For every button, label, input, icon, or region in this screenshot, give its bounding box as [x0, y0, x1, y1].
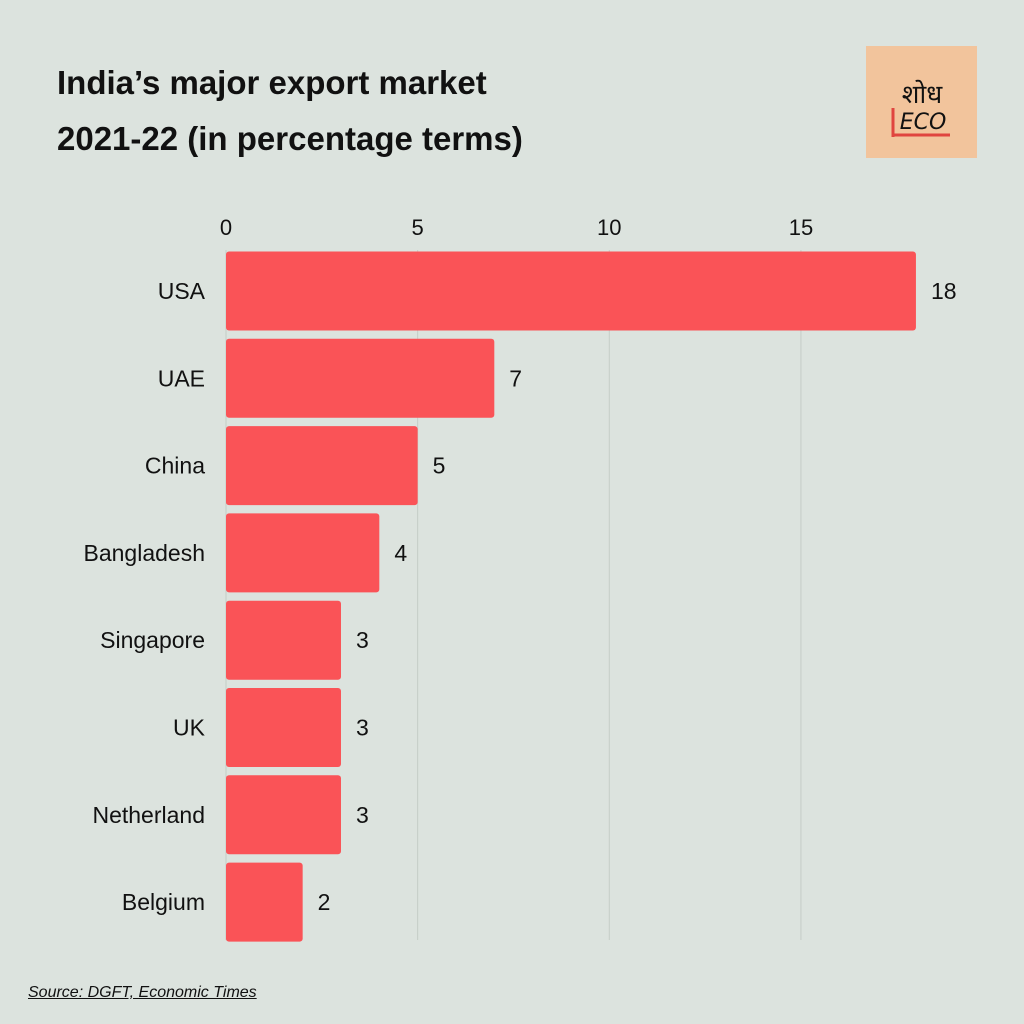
category-label-bangladesh: Bangladesh	[84, 540, 206, 566]
category-label-uk: UK	[173, 715, 206, 741]
bar-bangladesh	[226, 513, 380, 593]
x-tick-label-15: 15	[789, 215, 813, 240]
x-axis-ticks: 0 5 10 15	[220, 215, 813, 240]
logo-devanagari-text: शोध	[902, 79, 943, 110]
value-label-belgium: 2	[318, 889, 331, 915]
value-label-singapore: 3	[356, 627, 369, 653]
chart-title-line-1: India’s major export market	[57, 64, 487, 101]
logo-background	[866, 46, 977, 158]
category-label-usa: USA	[158, 278, 206, 304]
bar-usa	[226, 251, 916, 331]
category-label-singapore: Singapore	[100, 627, 205, 653]
brand-logo-mark: शोध ECO	[866, 46, 977, 158]
logo-latin-text: ECO	[900, 110, 947, 135]
bar-china	[226, 426, 418, 506]
x-tick-label-5: 5	[412, 215, 424, 240]
chart-title-line-2: 2021-22 (in percentage terms)	[57, 120, 523, 157]
value-label-bangladesh: 4	[394, 540, 407, 566]
value-label-uae: 7	[509, 365, 522, 391]
category-labels: USA UAE China Bangladesh Singapore UK Netherla…	[84, 278, 206, 915]
value-label-uk: 3	[356, 715, 369, 741]
bar-chart: 0 5 10 15 USA UAE China Bangladesh Singapore UK N…	[84, 215, 957, 942]
category-label-china: China	[145, 453, 205, 479]
chart-title: India’s major export market 2021-22 (in …	[57, 55, 523, 167]
bar-uk	[226, 688, 341, 767]
bar-netherland	[226, 775, 341, 855]
value-labels: 18 7 5 4 3 3 3 2	[318, 278, 957, 915]
category-label-netherland: Netherland	[92, 802, 205, 828]
category-label-belgium: Belgium	[122, 889, 205, 915]
bar-uae	[226, 338, 495, 418]
value-label-china: 5	[433, 453, 446, 479]
category-label-uae: UAE	[158, 365, 205, 391]
value-label-netherland: 3	[356, 802, 369, 828]
bar-singapore	[226, 600, 341, 680]
bars	[226, 251, 916, 942]
bar-belgium	[226, 862, 303, 942]
brand-logo: शोध ECO	[866, 46, 977, 158]
x-tick-label-0: 0	[220, 215, 232, 240]
value-label-usa: 18	[931, 278, 957, 304]
x-tick-label-10: 10	[597, 215, 621, 240]
source-note[interactable]: Source: DGFT, Economic Times	[28, 984, 257, 1001]
